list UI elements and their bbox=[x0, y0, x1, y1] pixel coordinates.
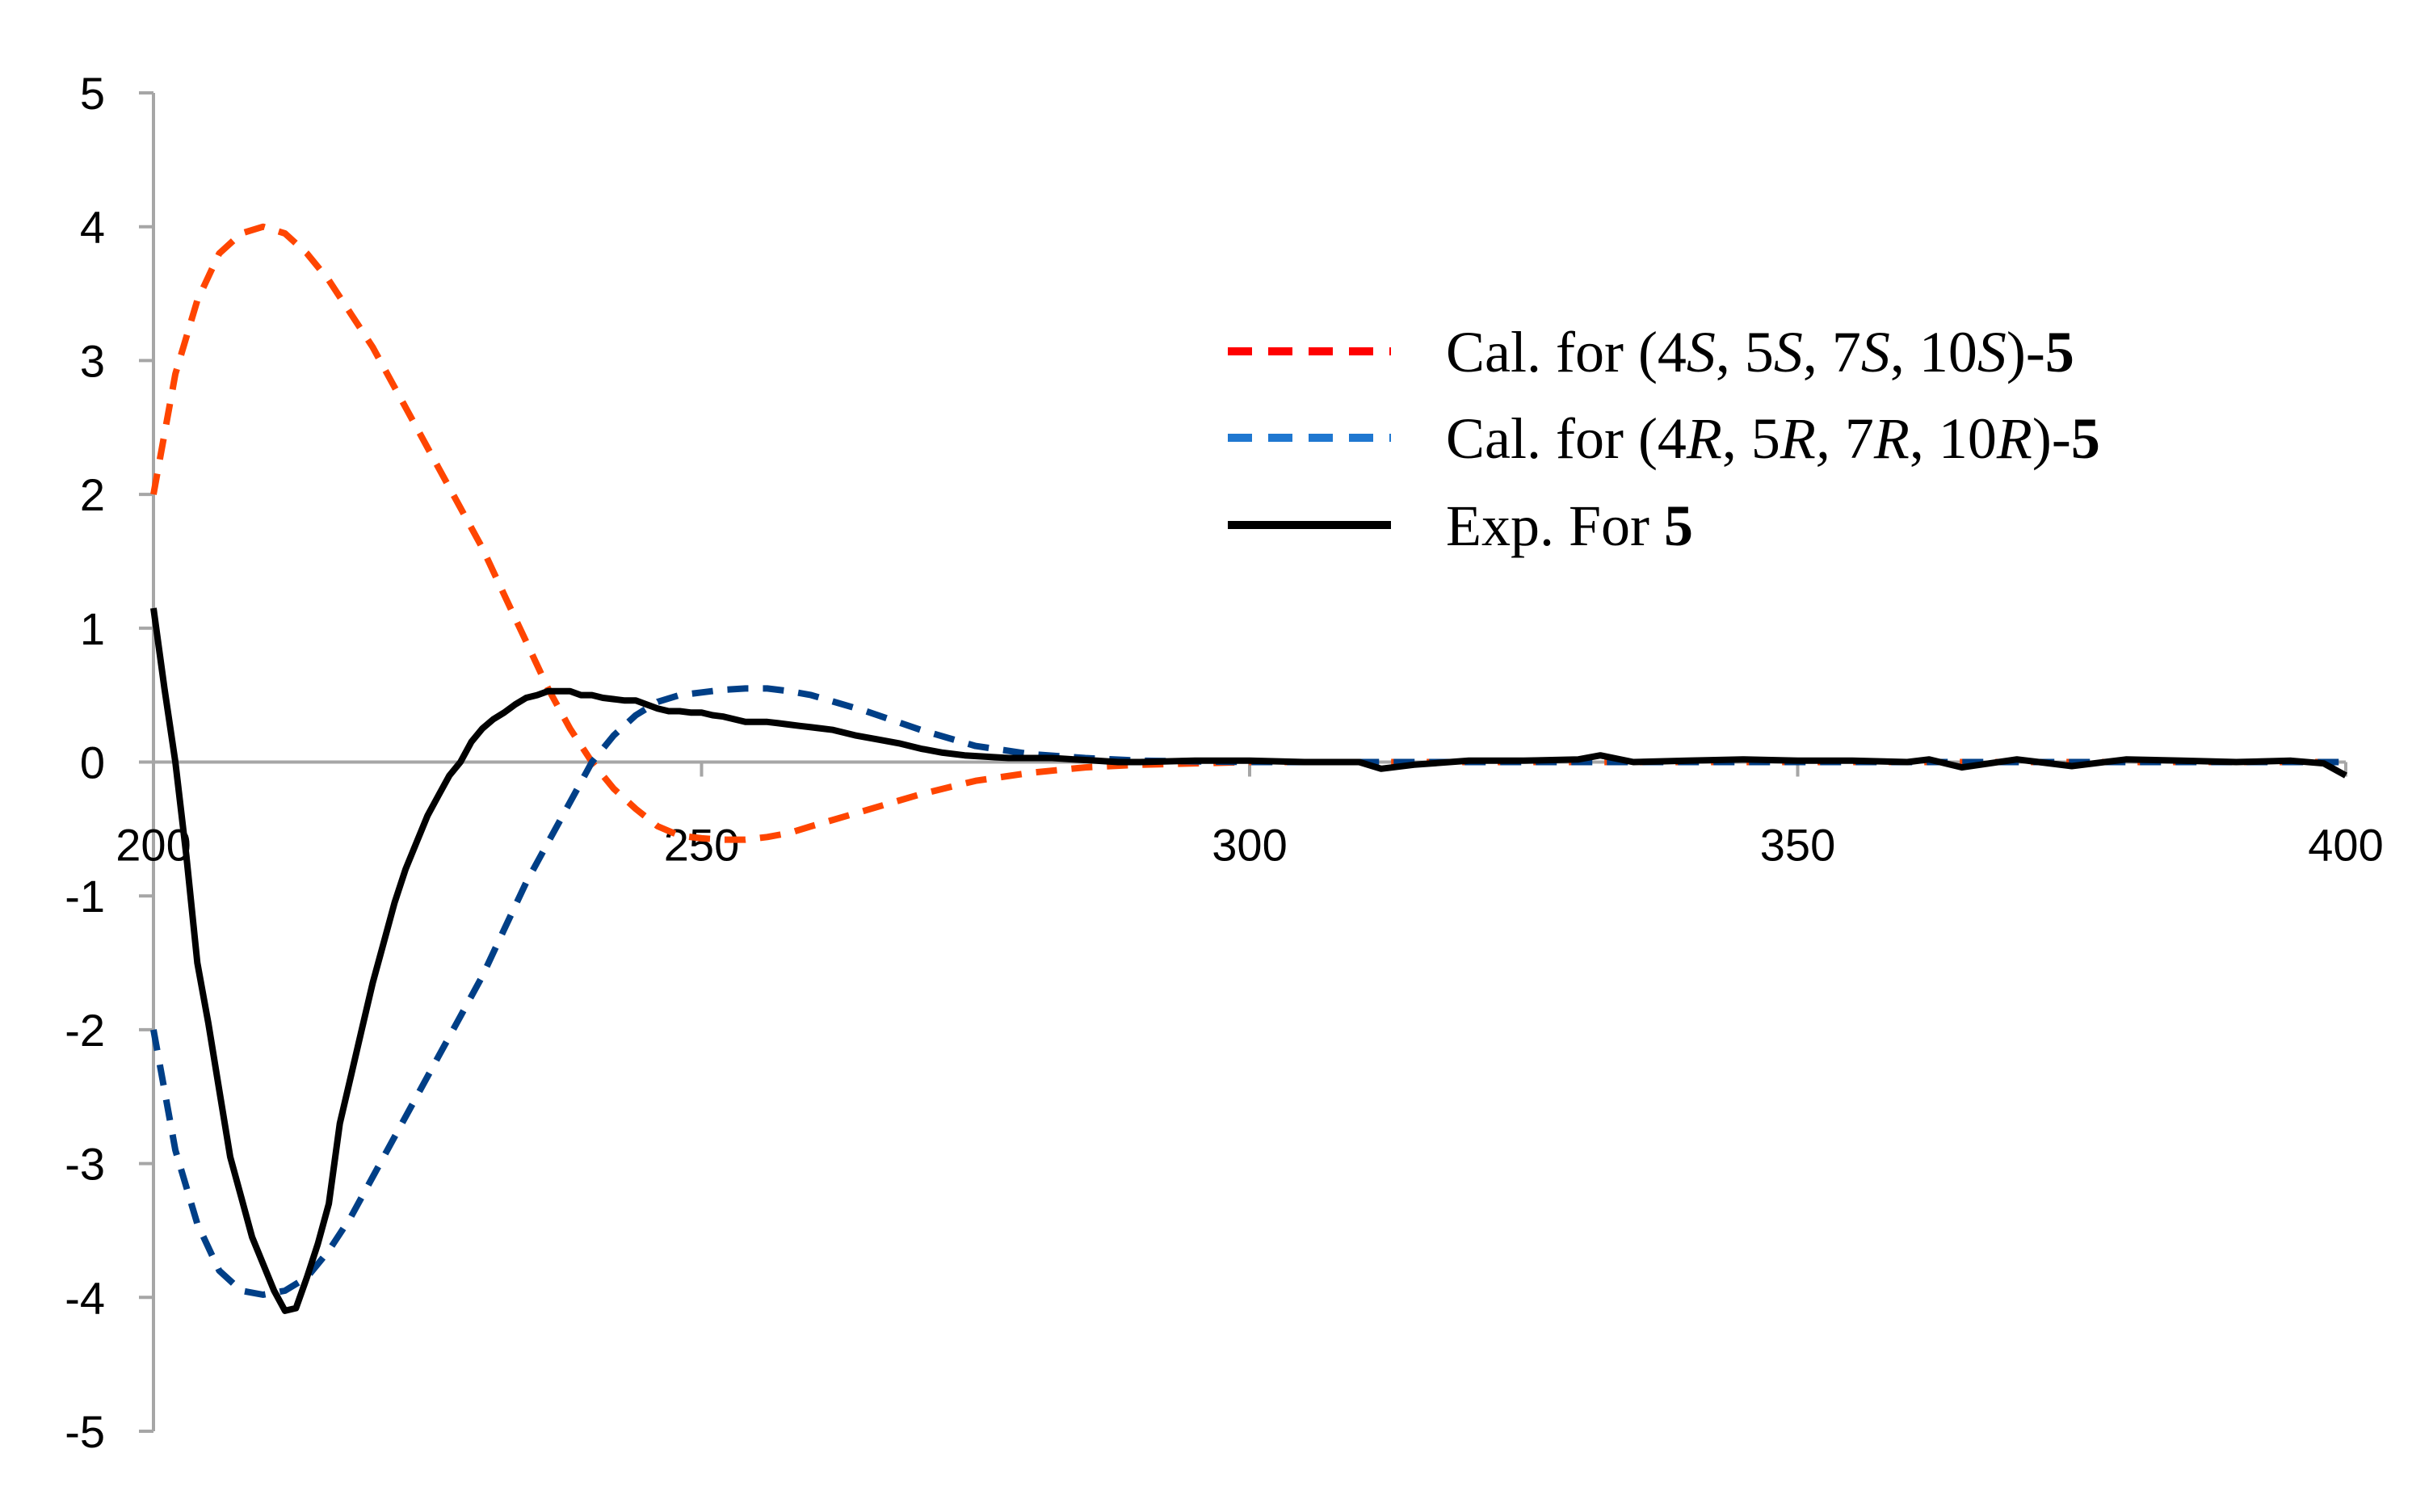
legend-label-part: S bbox=[1977, 320, 2006, 384]
legend-label-part: R bbox=[1996, 406, 2032, 471]
y-tick-label: 3 bbox=[80, 335, 105, 386]
series-line-exp bbox=[150, 607, 2347, 1314]
y-tick-label: -5 bbox=[65, 1406, 105, 1457]
legend-label-part: Cal. for (4 bbox=[1446, 320, 1687, 384]
legend-label-part: R bbox=[1686, 406, 1722, 471]
legend-label-exp: Exp. For 5 bbox=[1446, 494, 1693, 558]
y-tick-label: -4 bbox=[65, 1272, 105, 1323]
y-tick-label: 1 bbox=[80, 603, 105, 654]
y-tick-label: -3 bbox=[65, 1139, 105, 1190]
y-tick-label: 4 bbox=[80, 202, 105, 253]
legend-label-part: 5 bbox=[2071, 406, 2100, 471]
legend-label-part: S bbox=[1774, 320, 1803, 384]
tick-labels: 5 4 3 2 1 0 -1 -2 -3 -4 -5 200 250 300 350 400 bbox=[65, 68, 2384, 1457]
legend-label-part: )- bbox=[2032, 406, 2071, 471]
legend-label-part: R bbox=[1873, 406, 1910, 471]
legend-label-part: R, bbox=[1780, 406, 1830, 471]
legend-label-part: , 10 bbox=[1890, 320, 1977, 384]
y-tick-label: 2 bbox=[80, 469, 105, 520]
legend-label-part: S bbox=[1687, 320, 1716, 384]
legend-label-part: , 10 bbox=[1910, 406, 1997, 471]
y-tick-label: 0 bbox=[80, 737, 105, 788]
legend-label-part: 5 bbox=[1664, 494, 1693, 558]
legend-label-part: , 5 bbox=[1722, 406, 1780, 471]
legend-label-cal-r: Cal. for (4R, 5R, 7R, 10R)-5 bbox=[1446, 406, 2100, 471]
x-tick-label: 300 bbox=[1212, 820, 1287, 871]
legend-label-part: , 7 bbox=[1803, 320, 1861, 384]
legend-label-part: Cal. for (4 bbox=[1446, 406, 1687, 471]
y-tick-label: 5 bbox=[80, 68, 105, 119]
series-layer bbox=[150, 223, 2347, 1314]
series-line-cal-s bbox=[150, 223, 2346, 843]
legend-label-cal-s: Cal. for (4S, 5S, 7S, 10S)-5 bbox=[1446, 320, 2074, 384]
legend-label-part: Exp. For bbox=[1446, 494, 1664, 558]
series-line-cal-r bbox=[150, 685, 2346, 1298]
legend-label-part: 5 bbox=[2045, 320, 2074, 384]
y-tick-label: -1 bbox=[65, 871, 105, 922]
legend-label-part: )- bbox=[2006, 320, 2045, 384]
x-tick-label: 350 bbox=[1760, 820, 1835, 871]
legend-label-part: S bbox=[1861, 320, 1890, 384]
y-tick-label: -2 bbox=[65, 1005, 105, 1056]
x-tick-label: 250 bbox=[664, 820, 739, 871]
x-tick-label: 200 bbox=[116, 820, 191, 871]
x-tick-label: 400 bbox=[2308, 820, 2383, 871]
legend-label-part: 7 bbox=[1830, 406, 1874, 471]
legend-label-part: , 5 bbox=[1716, 320, 1774, 384]
